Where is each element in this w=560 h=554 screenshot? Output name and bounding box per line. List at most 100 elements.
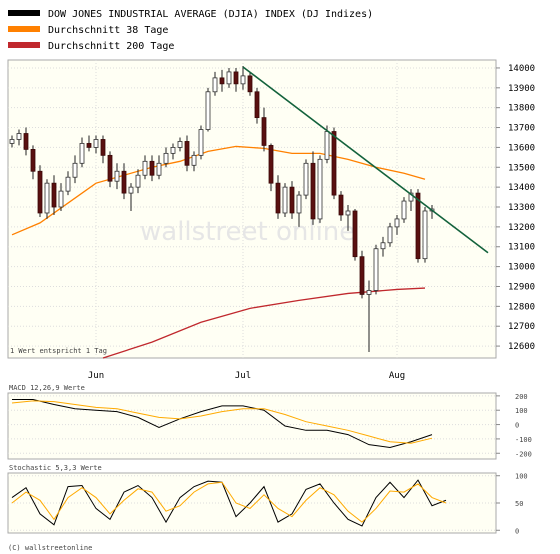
watermark: wallstreet online (140, 217, 355, 247)
candle (261, 107, 267, 152)
candle (44, 179, 50, 219)
legend-label-ma200: Durchschnitt 200 Tage (48, 41, 174, 52)
candle (268, 143, 274, 192)
candle (114, 163, 120, 190)
y-tick-label: 12600 (508, 342, 535, 352)
legend: DOW JONES INDUSTRIAL AVERAGE (DJIA) INDE… (8, 9, 373, 52)
candle (380, 236, 386, 257)
y-tick-label: 12700 (508, 322, 535, 332)
candle (366, 280, 372, 353)
candle-body-up (142, 160, 148, 176)
candle-body-up (65, 176, 71, 192)
candle (37, 165, 43, 217)
legend-swatch-djia (8, 10, 40, 16)
candle-body-up (156, 162, 162, 176)
footnote: 1 Wert entspricht 1 Tag (10, 347, 107, 355)
y-tick-label: 13500 (508, 163, 535, 173)
candle (121, 163, 127, 200)
stochastic-y-tick-label: 50 (515, 500, 523, 508)
candle (219, 69, 225, 92)
candle (149, 155, 155, 182)
macd-y-tick-label: -200 (515, 450, 532, 458)
candle-body-down (233, 71, 239, 85)
candle-body-up (79, 143, 85, 164)
candle-body-up (240, 75, 246, 85)
ma200-line (102, 287, 426, 359)
candle-body-up (163, 152, 169, 164)
candle (212, 71, 218, 96)
macd-label: MACD 12,26,9 Werte (9, 384, 85, 392)
candle-body-down (107, 154, 113, 182)
candle (198, 125, 204, 160)
macd-plot-area (7, 392, 497, 460)
candle-body-up (282, 186, 288, 214)
candle (86, 135, 92, 152)
macd-macd-line (12, 398, 433, 449)
y-tick-label: 12800 (508, 302, 535, 312)
candle (373, 244, 379, 295)
candle-body-down (121, 170, 127, 194)
candle-body-up (324, 131, 330, 160)
candle-body-up (380, 242, 386, 250)
candle-body-up (373, 248, 379, 291)
candle-body-up (226, 71, 232, 85)
candle-body-up (177, 141, 183, 148)
stochastic--d-line (11, 481, 447, 523)
candle (289, 181, 295, 219)
candle (359, 250, 365, 299)
macd-y-tick-label: -100 (515, 436, 532, 444)
candle-body-down (100, 139, 106, 156)
candle (16, 129, 22, 146)
candle (296, 191, 302, 227)
candle (422, 207, 428, 263)
candle (142, 155, 148, 180)
macd-y-tick-label: 200 (515, 393, 528, 401)
y-tick-label: 13100 (508, 243, 535, 253)
candle (170, 143, 176, 160)
candle (352, 209, 358, 261)
candle-body-up (44, 182, 50, 214)
x-tick-label: Jul (235, 371, 251, 381)
candle (387, 222, 393, 247)
candle (233, 67, 239, 92)
y-tick-label: 13800 (508, 104, 535, 114)
candle (93, 135, 99, 154)
candle (408, 189, 414, 211)
y-tick-label: 13200 (508, 223, 535, 233)
candle (156, 155, 162, 180)
y-tick-label: 13900 (508, 84, 535, 94)
candle (58, 183, 64, 211)
candle-body-up (212, 77, 218, 93)
candle (338, 191, 344, 221)
candle-body-up (387, 226, 393, 244)
candle-body-up (317, 158, 323, 220)
candle-body-down (37, 170, 43, 214)
y-tick-label: 13000 (508, 263, 535, 273)
candle-body-up (16, 133, 22, 140)
candle (177, 137, 183, 152)
price-plot-area (7, 59, 497, 359)
candle (23, 127, 29, 156)
candle-body-down (352, 210, 358, 258)
candle (51, 175, 57, 215)
candle-body-up (422, 210, 428, 260)
legend-label-djia: DOW JONES INDUSTRIAL AVERAGE (DJIA) INDE… (48, 9, 373, 20)
y-tick-label: 13600 (508, 143, 535, 153)
macd-y-tick-label: 100 (515, 407, 528, 415)
x-tick-label: Jun (88, 371, 104, 381)
candle-body-up (135, 174, 141, 188)
candle-body-up (128, 186, 134, 194)
candle-body-down (331, 131, 337, 196)
candle (240, 65, 246, 90)
footer-copyright: (C) wallstreetonline (8, 544, 92, 552)
candle (135, 169, 141, 194)
candle-body-down (23, 133, 29, 150)
candle-body-up (58, 190, 64, 208)
candle (282, 183, 288, 217)
x-tick-label: Aug (389, 371, 405, 381)
candle-body-up (345, 210, 351, 216)
candle-body-up (191, 154, 197, 166)
candle (100, 135, 106, 164)
candle (72, 155, 78, 184)
